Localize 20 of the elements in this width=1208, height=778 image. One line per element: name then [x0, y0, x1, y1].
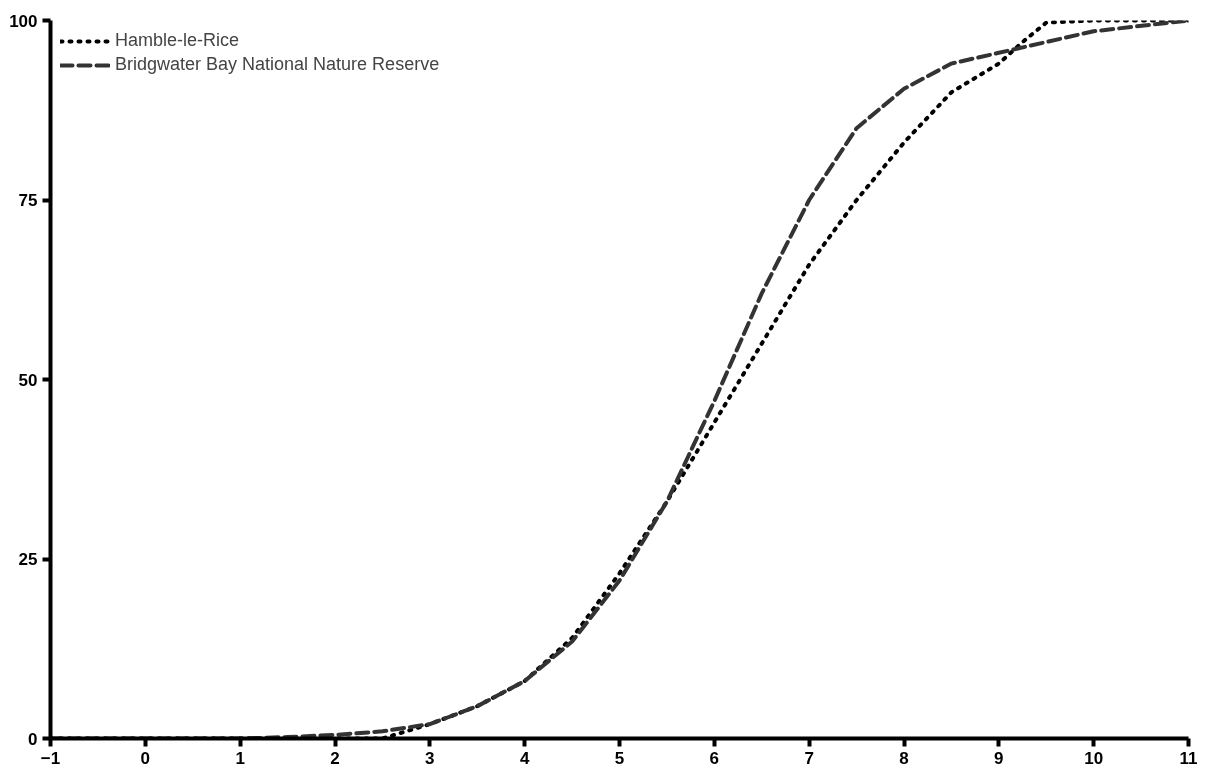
x-tick-label: 11	[1179, 748, 1198, 768]
y-tick-label: 0	[28, 729, 38, 749]
x-tick-label: 7	[804, 748, 814, 768]
y-tick-label: 75	[18, 191, 38, 210]
x-tick-label: 4	[519, 748, 530, 768]
y-tick-label: 25	[18, 550, 38, 569]
y-tick-label: 50	[18, 370, 38, 390]
x-tick-label: 8	[899, 748, 909, 768]
y-tick-label: 100	[9, 11, 38, 31]
x-tick-label: 6	[709, 748, 720, 768]
legend-label: Hamble-le-Rice	[115, 30, 241, 51]
x-tick-label: 0	[140, 748, 151, 768]
x-tick-label: −1	[40, 748, 61, 768]
legend-label: Bridgwater Bay National Nature Reserve	[115, 54, 440, 75]
x-tick-label: 3	[425, 748, 435, 768]
x-tick-label: 10	[1084, 748, 1104, 768]
x-tick-label: 5	[614, 748, 625, 768]
x-tick-label: 2	[330, 748, 340, 768]
x-tick-label: 1	[235, 748, 245, 768]
x-tick-label: 9	[994, 748, 1004, 768]
